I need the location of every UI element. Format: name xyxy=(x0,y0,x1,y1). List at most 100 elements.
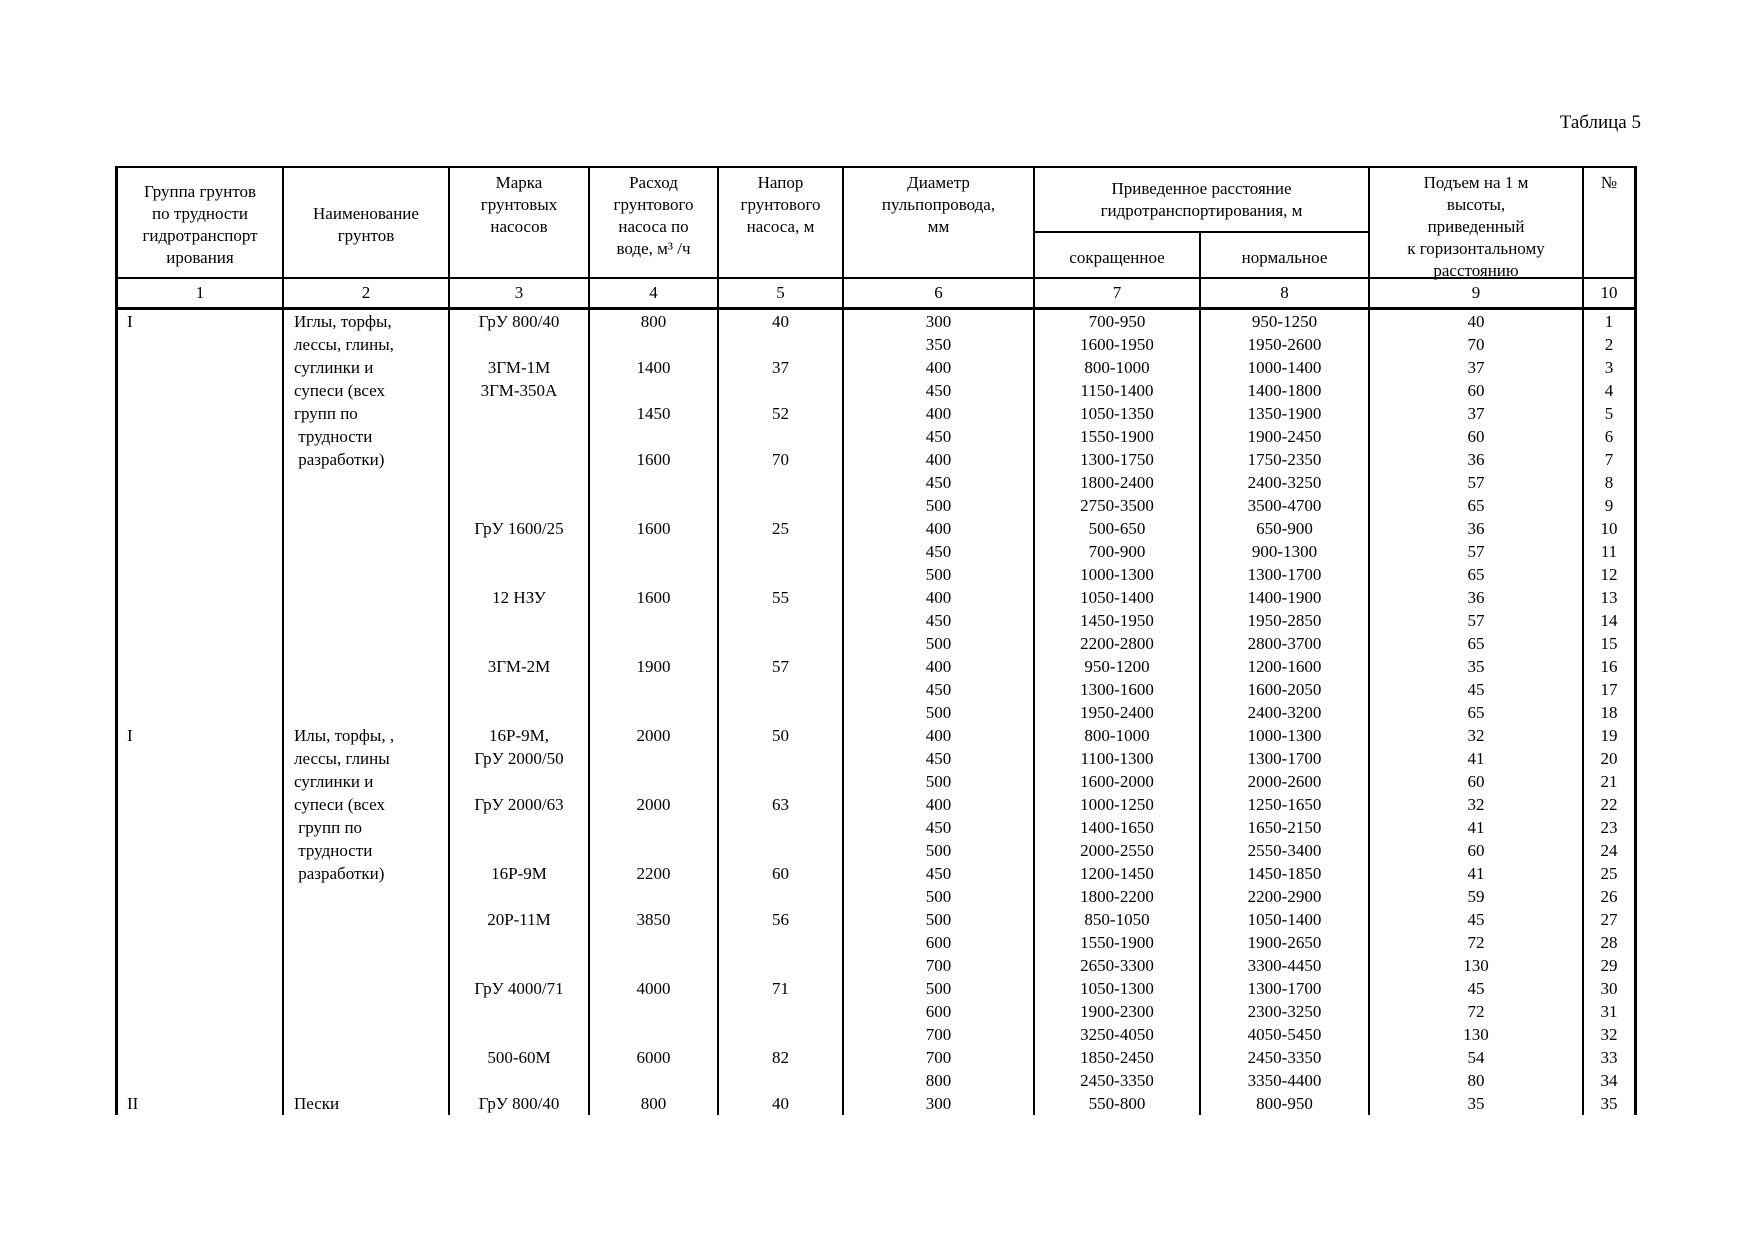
body-cell: 850-1050 xyxy=(1035,908,1201,931)
body-cell: 65 xyxy=(1370,494,1584,517)
body-cell xyxy=(284,517,450,540)
body-cell xyxy=(719,425,844,448)
body-cell: 1900-2650 xyxy=(1201,931,1370,954)
body-cell: 1400-1900 xyxy=(1201,586,1370,609)
body-cell: 1300-1700 xyxy=(1201,977,1370,1000)
body-cell: лессы, глины xyxy=(284,747,450,770)
body-cell: 45 xyxy=(1370,977,1584,1000)
body-cell xyxy=(450,609,590,632)
body-cell: 41 xyxy=(1370,747,1584,770)
body-cell xyxy=(719,563,844,586)
body-cell: 35 xyxy=(1370,655,1584,678)
body-cell: 400 xyxy=(844,356,1035,379)
body-cell: 1650-2150 xyxy=(1201,816,1370,839)
body-cell xyxy=(284,1069,450,1092)
body-cell: 31 xyxy=(1600,1002,1618,1021)
body-cell: 27 xyxy=(1600,910,1618,929)
body-cell: 500-60М xyxy=(450,1046,590,1069)
body-cell: ГрУ 800/40 xyxy=(450,310,590,333)
body-cell: 1600 xyxy=(590,448,719,471)
body-cell: 6 xyxy=(1604,427,1614,446)
body-cell: 28 xyxy=(1600,933,1618,952)
body-cell: 3ГМ-1М xyxy=(450,356,590,379)
body-cell: 800-950 xyxy=(1201,1092,1370,1115)
body-cell xyxy=(719,1023,844,1046)
body-cell: 14 xyxy=(1600,611,1618,630)
body-cell: 700-950 xyxy=(1035,310,1201,333)
body-cell: 1000-1250 xyxy=(1035,793,1201,816)
body-cell: 72 xyxy=(1370,1000,1584,1023)
body-cell: супеси (всех xyxy=(284,379,450,402)
body-cell: 1950-2600 xyxy=(1201,333,1370,356)
body-cell xyxy=(118,678,284,701)
column-number: 3 xyxy=(450,279,590,307)
body-cell: 1350-1900 xyxy=(1201,402,1370,425)
column-numbering-row: 1 2 3 4 5 6 7 8 9 10 xyxy=(115,279,1637,310)
body-cell xyxy=(590,471,719,494)
header-line: по трудности xyxy=(152,204,248,223)
header-distance-label: Приведенное расстояние гидротранспортиров… xyxy=(1035,168,1368,233)
body-cell xyxy=(719,632,844,655)
body-cell: 19 xyxy=(1600,726,1618,745)
body-cell xyxy=(284,1046,450,1069)
body-cell xyxy=(719,701,844,724)
body-cell: 2000-2600 xyxy=(1201,770,1370,793)
body-cell: 2300-3250 xyxy=(1201,1000,1370,1023)
body-cell xyxy=(590,1069,719,1092)
body-cell: 600 xyxy=(844,931,1035,954)
body-cell xyxy=(719,931,844,954)
body-cell xyxy=(284,586,450,609)
body-cell: 450 xyxy=(844,379,1035,402)
body-cell: 52 xyxy=(719,402,844,425)
column-number: 5 xyxy=(719,279,844,307)
body-cell: супеси (всех xyxy=(284,793,450,816)
body-cell xyxy=(590,678,719,701)
body-cell: 1550-1900 xyxy=(1035,931,1201,954)
body-cell: 82 xyxy=(719,1046,844,1069)
body-cell xyxy=(284,609,450,632)
body-cell xyxy=(590,540,719,563)
body-cell: 1200-1600 xyxy=(1201,655,1370,678)
body-cell: 16 xyxy=(1600,657,1618,676)
body-cell: 22 xyxy=(1600,795,1618,814)
header-line: расстоянию xyxy=(1433,261,1519,280)
body-cell xyxy=(590,632,719,655)
body-cell: 41 xyxy=(1370,816,1584,839)
body-cell: 1900-2300 xyxy=(1035,1000,1201,1023)
header-line: грунтового xyxy=(613,195,694,214)
body-cell: 600 xyxy=(844,1000,1035,1023)
body-cell xyxy=(118,540,284,563)
header-line: высоты, xyxy=(1446,195,1506,214)
body-cell xyxy=(590,954,719,977)
body-cell: 2750-3500 xyxy=(1035,494,1201,517)
body-cell: ГрУ 2000/63 xyxy=(450,793,590,816)
body-cell: 60 xyxy=(1370,425,1584,448)
table-header-row: Группа грунтов по трудности гидротранспорт… xyxy=(115,166,1637,282)
body-cell: 5 xyxy=(1604,404,1614,423)
body-cell: 400 xyxy=(844,517,1035,540)
body-cell: 3ГМ-2М xyxy=(450,655,590,678)
body-cell xyxy=(118,908,284,931)
body-cell xyxy=(450,494,590,517)
body-cell: 11 xyxy=(1600,542,1618,561)
body-cell xyxy=(284,494,450,517)
body-cell xyxy=(118,862,284,885)
body-cell xyxy=(590,494,719,517)
body-cell: 65 xyxy=(1370,632,1584,655)
body-cell: 40 xyxy=(719,1092,844,1115)
body-cell xyxy=(118,655,284,678)
body-cell: 500 xyxy=(844,977,1035,1000)
body-cell xyxy=(590,1000,719,1023)
header-pump-brand: Марка грунтовых насосов xyxy=(450,168,590,282)
body-cell: 450 xyxy=(844,540,1035,563)
header-rise: Подъем на 1 м высоты, приведенный к горизон… xyxy=(1370,168,1584,282)
body-cell xyxy=(719,1000,844,1023)
body-cell: 12 xyxy=(1600,565,1618,584)
body-cell: 1900 xyxy=(590,655,719,678)
body-cell: 20 xyxy=(1600,749,1618,768)
body-cell xyxy=(118,793,284,816)
column-number: 6 xyxy=(844,279,1035,307)
body-cell: трудности xyxy=(284,425,450,448)
body-cell: 40 xyxy=(719,310,844,333)
